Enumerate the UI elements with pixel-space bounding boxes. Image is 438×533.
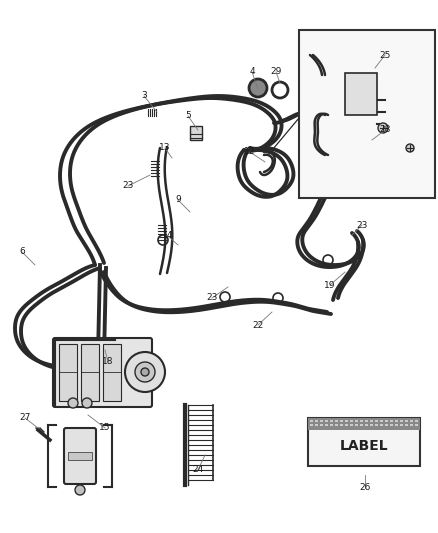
Bar (355, 424, 358, 426)
Bar (81, 344, 99, 401)
Circle shape (141, 368, 149, 376)
Bar (415, 420, 418, 422)
Bar (400, 420, 403, 422)
Circle shape (68, 398, 78, 408)
Text: 23: 23 (206, 294, 218, 303)
Bar (335, 424, 338, 426)
Bar (400, 424, 403, 426)
Circle shape (135, 362, 155, 382)
Bar (350, 420, 353, 422)
Text: 3: 3 (141, 92, 147, 101)
Text: 22: 22 (252, 320, 264, 329)
Text: LABEL: LABEL (340, 439, 389, 453)
Bar (415, 424, 418, 426)
Text: 9: 9 (175, 196, 181, 205)
Bar (330, 424, 333, 426)
Bar (370, 424, 373, 426)
Bar (315, 420, 318, 422)
Circle shape (82, 398, 92, 408)
Text: 18: 18 (102, 358, 114, 367)
Bar (345, 424, 348, 426)
Bar (385, 424, 388, 426)
Bar (370, 420, 373, 422)
Bar (340, 424, 343, 426)
Bar (375, 420, 378, 422)
Bar (308, 418, 420, 466)
Bar (335, 420, 338, 422)
Circle shape (125, 352, 165, 392)
Text: 19: 19 (324, 280, 336, 289)
Bar (325, 420, 328, 422)
Bar (325, 424, 328, 426)
Bar (320, 420, 323, 422)
Bar (360, 424, 363, 426)
Text: 13: 13 (159, 143, 171, 152)
Text: 6: 6 (19, 247, 25, 256)
Bar (390, 420, 393, 422)
Bar (355, 420, 358, 422)
Bar (190, 126, 202, 140)
Bar (308, 418, 420, 430)
Bar (310, 424, 313, 426)
Bar (385, 420, 388, 422)
Text: 15: 15 (99, 424, 111, 432)
Circle shape (378, 123, 388, 133)
Circle shape (406, 144, 414, 152)
Bar (390, 424, 393, 426)
Circle shape (249, 79, 267, 97)
Bar (350, 424, 353, 426)
FancyBboxPatch shape (53, 338, 152, 407)
Bar (315, 424, 318, 426)
Bar (340, 420, 343, 422)
Bar (330, 420, 333, 422)
Bar (103, 344, 121, 401)
Text: 14: 14 (162, 231, 174, 240)
Text: 23: 23 (356, 221, 367, 230)
Bar (345, 420, 348, 422)
Text: 28: 28 (379, 125, 391, 134)
Bar (405, 424, 408, 426)
Bar (410, 420, 413, 422)
Bar (410, 424, 413, 426)
Text: 27: 27 (19, 414, 31, 423)
Text: 5: 5 (185, 111, 191, 120)
Bar (405, 420, 408, 422)
Text: 29: 29 (270, 68, 282, 77)
Bar (365, 424, 368, 426)
Text: 4: 4 (249, 68, 255, 77)
Text: 25: 25 (379, 51, 391, 60)
Text: 24: 24 (192, 465, 204, 474)
Bar (395, 424, 398, 426)
Text: 12: 12 (244, 148, 256, 157)
Text: 26: 26 (359, 483, 371, 492)
Text: 23: 23 (122, 182, 134, 190)
FancyBboxPatch shape (64, 428, 96, 484)
Circle shape (75, 485, 85, 495)
Bar (320, 424, 323, 426)
Bar (59, 344, 77, 401)
Bar (375, 424, 378, 426)
Bar (68, 452, 92, 460)
Bar (310, 420, 313, 422)
Bar (395, 420, 398, 422)
Bar (380, 420, 383, 422)
Bar (360, 420, 363, 422)
Bar (365, 420, 368, 422)
Bar (380, 424, 383, 426)
Bar (299, 30, 435, 198)
Bar (345, 73, 377, 115)
